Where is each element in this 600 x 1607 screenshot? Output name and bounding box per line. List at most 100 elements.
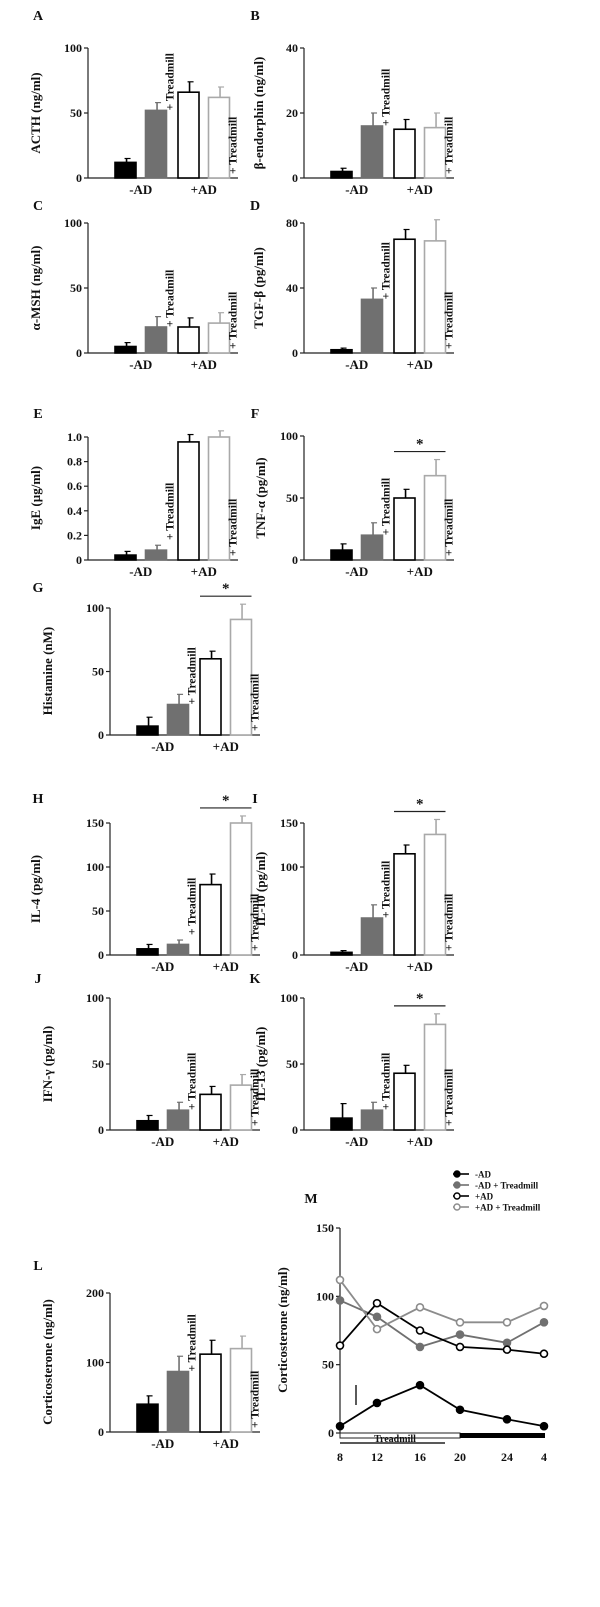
data-point <box>455 1318 465 1327</box>
data-point <box>502 1415 512 1424</box>
panel-letter: F <box>251 407 260 422</box>
bar-label: + Treadmill <box>165 483 177 540</box>
data-point <box>415 1380 425 1390</box>
significance-star: * <box>416 991 424 1007</box>
y-axis-label: ACTH (ng/ml) <box>28 72 43 153</box>
panel-letter: L <box>33 1259 42 1274</box>
bar <box>330 1117 353 1131</box>
y-tick-label: 0 <box>292 948 298 962</box>
bar <box>199 1353 222 1433</box>
bar <box>229 1084 253 1131</box>
data-point <box>335 1421 345 1431</box>
series-line <box>339 1279 545 1331</box>
bar <box>166 703 190 736</box>
bar-label: + Treadmill <box>381 1053 393 1110</box>
significance-star: * <box>416 437 424 453</box>
bar <box>393 497 416 561</box>
panel-A: A ACTH (ng/ml) 0 50 100 + Treadmill + Treadmil… <box>28 9 240 197</box>
y-tick-label: 100 <box>316 1289 334 1303</box>
data-point <box>502 1345 512 1354</box>
legend-label: +AD <box>475 1192 494 1202</box>
x-tick-label: 8 <box>337 1450 343 1464</box>
bar <box>177 441 200 561</box>
bar <box>199 657 222 736</box>
panel-E: E IgE (µg/ml) 0 0.2 0.4 0.6 0.8 1.0 + Treadmill +… <box>28 407 240 579</box>
legend-marker <box>453 1203 461 1211</box>
group-label: -AD <box>129 564 152 579</box>
data-point <box>415 1342 425 1352</box>
panel-letter: D <box>250 199 260 214</box>
panel-letter: H <box>33 792 44 807</box>
bar-label: + Treadmill <box>444 1069 456 1126</box>
data-point <box>372 1312 382 1322</box>
bar <box>166 943 190 956</box>
y-tick-label: 0 <box>76 171 82 185</box>
panel-K: K IL-13 (pg/ml) 0 50 100 + Treadmill + Treadmi… <box>250 972 456 1149</box>
y-tick-label: 0.8 <box>67 455 82 469</box>
bar-label: + Treadmill <box>444 499 456 556</box>
y-tick-label: 50 <box>92 665 104 679</box>
y-tick-label: 0 <box>292 553 298 567</box>
bar <box>360 534 384 561</box>
bar-label: + Treadmill <box>250 1371 262 1428</box>
legend-marker <box>453 1181 461 1189</box>
group-label: -AD <box>345 1134 368 1149</box>
y-tick-label: 0 <box>76 346 82 360</box>
panel-D: D TGF-β (pg/ml) 0 40 80 + Treadmill + Treadmil… <box>250 199 456 372</box>
y-axis-label: IFN-γ (pg/ml) <box>40 1026 55 1103</box>
bar <box>207 322 231 354</box>
group-label: +AD <box>213 1134 239 1149</box>
y-axis-label: IL-13 (pg/ml) <box>253 1027 268 1102</box>
group-label: +AD <box>407 564 433 579</box>
bar <box>166 1109 190 1131</box>
bar-label: + Treadmill <box>250 894 262 951</box>
y-tick-label: 50 <box>92 904 104 918</box>
y-tick-label: 100 <box>64 41 82 55</box>
group-label: -AD <box>129 357 152 372</box>
bar <box>330 170 353 179</box>
data-point <box>372 1398 382 1408</box>
data-point <box>539 1318 549 1327</box>
group-label: +AD <box>191 564 217 579</box>
group-label: +AD <box>213 959 239 974</box>
group-label: +AD <box>407 1134 433 1149</box>
series-line <box>339 1301 545 1355</box>
bar-label: + Treadmill <box>165 53 177 110</box>
data-point <box>455 1330 465 1339</box>
series-line <box>339 1299 545 1348</box>
bar <box>360 298 384 354</box>
treadmill-label: Treadmill <box>374 1434 416 1445</box>
y-axis-label: Histamine (nM) <box>40 627 55 715</box>
y-tick-label: 100 <box>86 860 104 874</box>
y-tick-label: 50 <box>70 281 82 295</box>
bar-label: + Treadmill <box>187 647 199 704</box>
bar <box>393 852 416 956</box>
bar <box>423 833 447 956</box>
bar-label: + Treadmill <box>444 117 456 174</box>
y-tick-label: 100 <box>86 991 104 1005</box>
bar <box>199 1093 222 1131</box>
bar <box>114 345 137 354</box>
group-label: -AD <box>151 959 174 974</box>
legend-marker <box>453 1192 461 1200</box>
bar-label: + Treadmill <box>250 1069 262 1126</box>
y-tick-label: 0 <box>292 1123 298 1137</box>
bar <box>114 161 137 179</box>
bar <box>330 549 353 561</box>
legend-label: -AD <box>475 1170 491 1180</box>
group-label: -AD <box>345 959 368 974</box>
y-axis-label: TNF-α (pg/ml) <box>253 457 268 538</box>
panel-I: I IL-10 (pg/ml) 0 100 150 + Treadmill + Treadm… <box>252 792 455 974</box>
legend-label: -AD + Treadmill <box>475 1181 539 1191</box>
y-tick-label: 100 <box>64 216 82 230</box>
bar-label: + Treadmill <box>187 1053 199 1110</box>
bar <box>136 1119 159 1131</box>
panel-letter: A <box>33 9 44 24</box>
group-label: +AD <box>191 357 217 372</box>
data-point <box>415 1326 425 1335</box>
panel-letter: K <box>250 972 261 987</box>
data-point <box>539 1349 549 1359</box>
y-tick-label: 0.4 <box>67 504 82 518</box>
bar-label: + Treadmill <box>187 1314 199 1371</box>
bar <box>177 91 200 179</box>
